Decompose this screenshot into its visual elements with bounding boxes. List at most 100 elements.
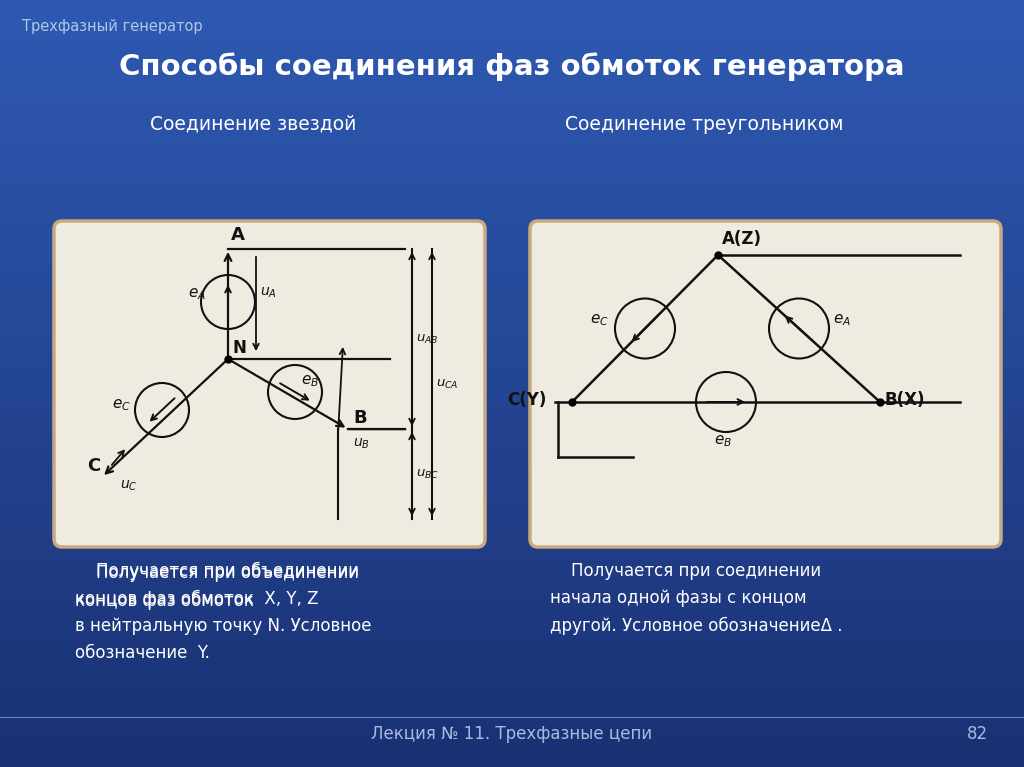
Bar xyxy=(0,387,1024,391)
Bar xyxy=(0,245,1024,249)
Bar xyxy=(0,199,1024,203)
Bar xyxy=(0,321,1024,326)
Bar xyxy=(0,644,1024,648)
Bar xyxy=(0,540,1024,545)
Bar xyxy=(0,103,1024,107)
Bar xyxy=(0,153,1024,157)
Bar xyxy=(0,728,1024,732)
Bar xyxy=(0,291,1024,295)
Bar xyxy=(0,229,1024,234)
Bar xyxy=(0,452,1024,456)
Bar xyxy=(0,145,1024,150)
Bar xyxy=(0,716,1024,721)
Bar xyxy=(0,202,1024,207)
Bar xyxy=(0,425,1024,430)
Bar xyxy=(0,509,1024,514)
Bar xyxy=(0,574,1024,579)
Bar xyxy=(0,505,1024,510)
Bar xyxy=(0,670,1024,675)
Bar xyxy=(0,701,1024,706)
Bar xyxy=(0,156,1024,161)
Bar xyxy=(0,287,1024,291)
Bar xyxy=(0,379,1024,384)
Bar xyxy=(0,149,1024,153)
Bar xyxy=(0,72,1024,77)
Bar xyxy=(0,68,1024,73)
Bar xyxy=(0,279,1024,284)
Bar xyxy=(0,352,1024,357)
Bar xyxy=(0,34,1024,38)
Bar xyxy=(0,475,1024,479)
Bar xyxy=(0,667,1024,671)
Text: A(Z): A(Z) xyxy=(722,230,762,248)
Bar xyxy=(0,551,1024,556)
Bar xyxy=(0,76,1024,81)
Bar xyxy=(0,241,1024,245)
Bar xyxy=(0,732,1024,736)
Text: C(Y): C(Y) xyxy=(507,391,547,409)
Bar xyxy=(0,444,1024,449)
Bar xyxy=(0,651,1024,656)
Text: B(X): B(X) xyxy=(885,391,926,409)
Bar xyxy=(0,22,1024,27)
Bar xyxy=(0,410,1024,414)
Bar xyxy=(0,252,1024,257)
Bar xyxy=(0,517,1024,522)
Bar xyxy=(0,360,1024,364)
Text: Получается при соединении
начала одной фазы с концом
другой. Условное обозначени: Получается при соединении начала одной ф… xyxy=(550,562,843,634)
Bar xyxy=(0,636,1024,640)
Bar xyxy=(0,555,1024,560)
Text: Соединение треугольником: Соединение треугольником xyxy=(565,115,844,134)
Bar xyxy=(0,130,1024,134)
Bar xyxy=(0,398,1024,403)
Bar xyxy=(0,318,1024,322)
Bar xyxy=(0,436,1024,441)
Bar xyxy=(0,563,1024,568)
Bar xyxy=(0,348,1024,353)
Text: N: N xyxy=(232,339,246,357)
Bar xyxy=(0,344,1024,349)
Bar xyxy=(0,567,1024,571)
Bar xyxy=(0,390,1024,395)
Bar xyxy=(0,41,1024,46)
Bar xyxy=(0,80,1024,84)
Bar xyxy=(0,521,1024,525)
Text: $e_C$: $e_C$ xyxy=(590,312,609,328)
Bar xyxy=(0,283,1024,288)
Bar xyxy=(0,64,1024,69)
Bar xyxy=(0,486,1024,491)
Bar xyxy=(0,222,1024,226)
Bar xyxy=(0,38,1024,42)
Bar xyxy=(0,678,1024,683)
Bar xyxy=(0,544,1024,548)
Text: Способы соединения фаз обмоток генератора: Способы соединения фаз обмоток генератор… xyxy=(119,52,905,81)
Bar xyxy=(0,759,1024,763)
Bar xyxy=(0,755,1024,759)
Bar xyxy=(0,206,1024,211)
Bar xyxy=(0,590,1024,594)
Bar xyxy=(0,743,1024,748)
Text: A: A xyxy=(231,226,245,244)
Bar xyxy=(0,532,1024,537)
Bar xyxy=(0,513,1024,518)
Text: Получается при объединении
концов фаз обмоток: Получается при объединении концов фаз об… xyxy=(75,564,359,610)
Text: $e_A$: $e_A$ xyxy=(188,286,206,301)
Text: C: C xyxy=(87,457,100,475)
Text: $e_B$: $e_B$ xyxy=(301,373,319,389)
Bar xyxy=(0,61,1024,65)
Bar xyxy=(0,609,1024,614)
Bar xyxy=(0,498,1024,502)
Bar xyxy=(0,394,1024,399)
FancyBboxPatch shape xyxy=(54,221,485,547)
Bar xyxy=(0,110,1024,115)
Bar xyxy=(0,578,1024,583)
Bar xyxy=(0,624,1024,629)
Text: Соединение звездой: Соединение звездой xyxy=(150,115,356,134)
Text: $u_{CA}$: $u_{CA}$ xyxy=(436,377,459,390)
Bar xyxy=(0,479,1024,483)
Bar xyxy=(0,739,1024,744)
Bar xyxy=(0,260,1024,265)
Bar xyxy=(0,45,1024,50)
Bar xyxy=(0,264,1024,268)
Bar xyxy=(0,179,1024,184)
